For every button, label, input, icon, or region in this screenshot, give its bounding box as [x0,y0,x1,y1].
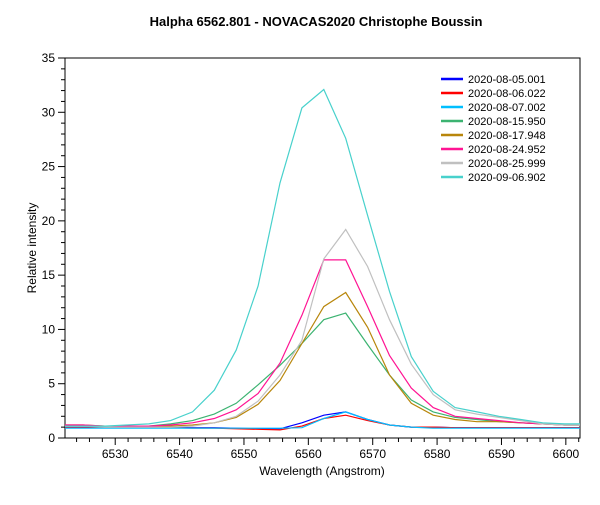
y-tick-label: 15 [42,268,56,282]
y-axis-label: Relative intensity [25,203,39,294]
x-tick-label: 6580 [424,447,451,461]
legend-label: 2020-08-25.999 [468,158,546,170]
legend-label: 2020-08-06.022 [468,88,546,100]
legend-label: 2020-09-06.902 [468,172,546,184]
axes: 6530 6540 6550 6560 6570 6580 6590 6600 0 5 10 15 20… [42,51,581,461]
x-tick-label: 6540 [166,447,193,461]
series-group [65,88,580,431]
plot-area [65,88,580,431]
y-tick-label: 0 [48,431,55,445]
x-tick-label: 6570 [359,447,386,461]
legend: 2020-08-05.001 2020-08-06.022 2020-08-07.0… [441,74,546,184]
y-tick-label: 10 [42,322,56,336]
x-tick-label: 6600 [552,447,579,461]
chart-title: Halpha 6562.801 - NOVACAS2020 Christophe… [150,14,483,29]
y-tick-label: 35 [42,51,56,65]
legend-label: 2020-08-15.950 [468,116,546,128]
x-tick-label: 6530 [102,447,129,461]
x-tick-label: 6590 [488,447,515,461]
legend-label: 2020-08-05.001 [468,74,546,86]
x-axis-label: Wavelength (Angstrom) [259,464,385,478]
plot-frame [64,57,581,439]
legend-label: 2020-08-07.002 [468,102,546,114]
y-tick-label: 20 [42,214,56,228]
x-tick-label: 6560 [295,447,322,461]
legend-label: 2020-08-24.952 [468,144,546,156]
y-tick-label: 5 [48,377,55,391]
y-tick-label: 30 [42,105,56,119]
y-tick-label: 25 [42,160,56,174]
series-line-2020-08-25.999 [65,228,580,428]
legend-label: 2020-08-17.948 [468,130,546,142]
x-tick-label: 6550 [231,447,258,461]
series-line-2020-09-06.902 [65,88,580,427]
series-line-2020-08-07.002 [65,411,580,429]
